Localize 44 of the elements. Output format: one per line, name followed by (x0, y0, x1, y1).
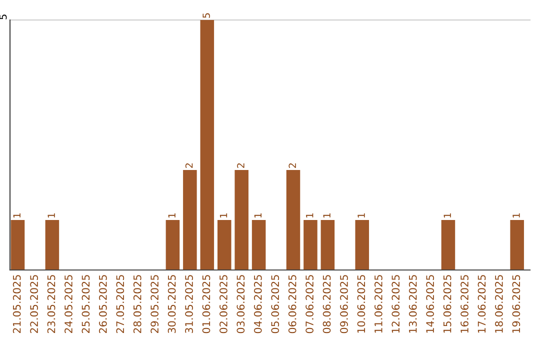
data-label: 5 (202, 13, 210, 18)
x-tick-label: 08.06.2025 (322, 275, 331, 334)
x-tick-label: 13.06.2025 (408, 275, 417, 333)
x-tick-label: 06.06.2025 (288, 275, 296, 334)
x-tick-label: 17.06.2025 (478, 275, 486, 333)
x-tick-label: 28.05.2025 (133, 275, 142, 334)
x-tick-label: 05.06.2025 (271, 275, 280, 334)
x-tick-label: 15.06.2025 (443, 275, 452, 333)
x-tick-label: 07.06.2025 (306, 275, 314, 334)
x-tick-label: 21.05.2025 (12, 275, 21, 334)
x-tick-label: 09.06.2025 (340, 275, 348, 334)
x-tick-label: 26.05.2025 (98, 275, 107, 334)
x-tick-label: 10.06.2025 (357, 275, 366, 333)
x-tick-label: 12.06.2025 (392, 275, 400, 333)
x-tick-label: 23.05.2025 (47, 275, 56, 334)
data-label: 2 (288, 163, 296, 168)
data-label: 1 (168, 213, 176, 218)
x-tick-label: 30.05.2025 (168, 275, 176, 334)
x-tick-label: 14.06.2025 (426, 275, 434, 333)
x-tick-label: 22.05.2025 (30, 275, 38, 334)
data-label: 1 (306, 213, 314, 218)
data-label: 2 (237, 163, 244, 168)
x-tick-label: 24.05.2025 (64, 275, 72, 334)
x-tick-label: 19.06.2025 (512, 275, 520, 333)
data-label: 1 (444, 213, 451, 218)
data-label: 1 (323, 213, 330, 218)
data-label: 1 (254, 213, 262, 218)
x-tick-label: 04.06.2025 (254, 275, 262, 334)
x-tick-label: 11.06.2025 (374, 275, 382, 333)
data-label: 1 (13, 213, 20, 218)
data-label: 1 (48, 213, 55, 218)
x-tick-label: 31.05.2025 (185, 275, 193, 334)
x-tick-label: 03.06.2025 (236, 275, 245, 334)
x-tick-label: 02.06.2025 (220, 275, 228, 334)
data-label: 1 (358, 213, 365, 218)
data-label: 2 (185, 163, 193, 168)
data-label: 1 (220, 213, 228, 218)
x-tick-label: 16.06.2025 (460, 275, 468, 333)
x-tick-label: 01.06.2025 (202, 275, 210, 334)
x-tick-label: 25.05.2025 (82, 275, 90, 334)
x-tick-label: 18.06.2025 (495, 275, 503, 333)
x-tick-label: 27.05.2025 (116, 275, 124, 334)
x-tick-label: 29.05.2025 (150, 275, 159, 334)
data-label: 1 (512, 213, 520, 218)
